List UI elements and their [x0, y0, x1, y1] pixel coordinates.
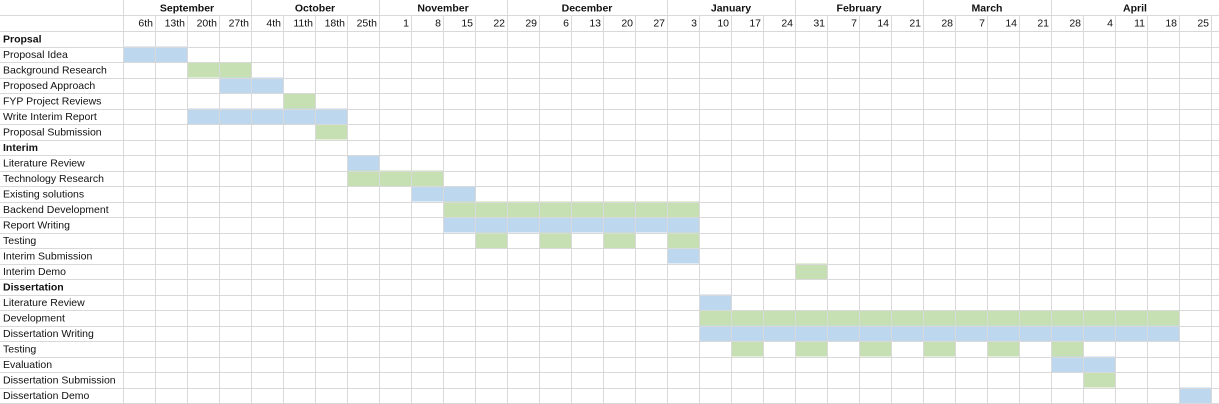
- task-label: Dissertation Writing: [3, 328, 94, 340]
- month-label: April: [1123, 3, 1147, 15]
- week-label: 13th: [165, 18, 186, 30]
- task-label: Interim Submission: [3, 251, 92, 263]
- gantt-bar: [283, 93, 315, 109]
- month-label: October: [295, 3, 335, 15]
- week-label: 31: [813, 18, 825, 30]
- week-label: 11th: [293, 18, 313, 30]
- gantt-bar: [667, 248, 699, 264]
- section-label: Dissertation: [3, 282, 64, 294]
- gantt-bar: [475, 232, 507, 248]
- gantt-bar: [859, 341, 891, 357]
- task-label: Proposal Submission: [3, 127, 102, 139]
- week-label: 29: [525, 18, 537, 30]
- gantt-bar: [795, 263, 827, 279]
- section-label: Interim: [3, 142, 38, 154]
- task-label: Proposal Idea: [3, 49, 68, 61]
- week-label: 20: [621, 18, 633, 30]
- task-label: Testing: [3, 344, 36, 356]
- month-label: March: [972, 3, 1003, 15]
- task-label: FYP Project Reviews: [3, 96, 101, 108]
- week-label: 6th: [138, 18, 153, 30]
- week-label: 17: [749, 18, 761, 30]
- week-label: 18th: [325, 18, 346, 30]
- gantt-bar: [667, 232, 699, 248]
- week-label: 14: [1005, 18, 1017, 30]
- week-label: 28: [941, 18, 953, 30]
- week-label: 18: [1165, 18, 1177, 30]
- task-label: Technology Research: [3, 173, 104, 185]
- gantt-bar: [539, 232, 571, 248]
- week-label: 25: [1197, 18, 1209, 30]
- gantt-bar: [699, 294, 731, 310]
- week-label: 13: [589, 18, 601, 30]
- week-label: 4th: [266, 18, 281, 30]
- week-label: 21: [1037, 18, 1049, 30]
- task-label: Report Writing: [3, 220, 70, 232]
- task-label: Existing solutions: [3, 189, 84, 201]
- task-label: Evaluation: [3, 359, 52, 371]
- week-label: 21: [909, 18, 921, 30]
- gantt-bar: [187, 108, 347, 124]
- task-label: Proposed Approach: [3, 80, 95, 92]
- gantt-bar: [731, 341, 763, 357]
- week-label: 20th: [197, 18, 218, 30]
- gantt-bar: [699, 310, 1179, 326]
- month-label: September: [160, 3, 214, 15]
- gantt-bar: [1179, 387, 1211, 403]
- gantt-bar: [1083, 372, 1115, 388]
- week-label: 24: [781, 18, 793, 30]
- gantt-bar: [795, 341, 827, 357]
- gantt-bar: [603, 232, 635, 248]
- week-label: 6: [563, 18, 569, 30]
- week-label: 14: [877, 18, 889, 30]
- gantt-bar: [1051, 341, 1083, 357]
- week-label: 3: [691, 18, 697, 30]
- week-label: 15: [461, 18, 473, 30]
- week-label: 11: [1134, 18, 1145, 30]
- task-label: Literature Review: [3, 297, 85, 309]
- task-label: Dissertation Submission: [3, 375, 116, 387]
- week-label: 1: [403, 18, 409, 30]
- gantt-bar: [347, 170, 443, 186]
- month-label: December: [562, 3, 613, 15]
- week-label: 8: [435, 18, 441, 30]
- task-label: Interim Demo: [3, 266, 66, 278]
- week-label: 28: [1069, 18, 1081, 30]
- gantt-bar: [699, 325, 1179, 341]
- week-label: 27: [653, 18, 665, 30]
- week-label: 4: [1107, 18, 1113, 30]
- task-label: Background Research: [3, 65, 107, 77]
- task-label: Dissertation Demo: [3, 390, 90, 402]
- gantt-bar: [347, 155, 379, 171]
- week-label: 10: [717, 18, 729, 30]
- month-label: November: [417, 3, 468, 15]
- task-label: Testing: [3, 235, 36, 247]
- month-label: January: [711, 3, 751, 15]
- section-label: Propsal: [3, 34, 42, 46]
- task-label: Literature Review: [3, 158, 85, 170]
- month-label: February: [837, 3, 882, 15]
- week-label: 27th: [229, 18, 250, 30]
- week-label: 25th: [357, 18, 378, 30]
- week-label: 7: [851, 18, 857, 30]
- task-label: Backend Development: [3, 204, 109, 216]
- gantt-bar: [315, 124, 347, 140]
- week-label: 22: [493, 18, 505, 30]
- gantt-bar: [987, 341, 1019, 357]
- gantt-bar: [923, 341, 955, 357]
- text-layer: September October November December January F…: [3, 3, 1209, 403]
- task-label: Development: [3, 313, 65, 325]
- task-label: Write Interim Report: [3, 111, 97, 123]
- week-label: 7: [979, 18, 985, 30]
